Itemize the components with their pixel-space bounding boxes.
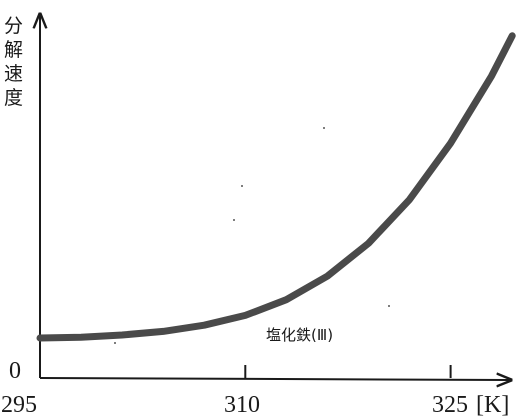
y-axis-label-char: 度 xyxy=(4,87,23,109)
y-axis-label-char: 速 xyxy=(4,63,23,85)
series-line-iron-chloride xyxy=(36,32,516,342)
x-axis-ticks xyxy=(244,365,452,378)
series-label: 塩化鉄(Ⅲ) xyxy=(266,326,333,344)
x-axis xyxy=(39,378,511,380)
origin-label: 0 xyxy=(9,358,21,384)
y-axis-label-char: 分 xyxy=(4,15,23,37)
scan-specks xyxy=(114,127,390,344)
x-tick-label-325: 325 xyxy=(432,392,468,418)
x-axis-unit: [K] xyxy=(476,392,509,418)
x-tick-label-310: 310 xyxy=(224,392,260,418)
y-axis-label-char: 解 xyxy=(4,39,23,61)
x-tick-label-295: 295 xyxy=(1,392,37,418)
